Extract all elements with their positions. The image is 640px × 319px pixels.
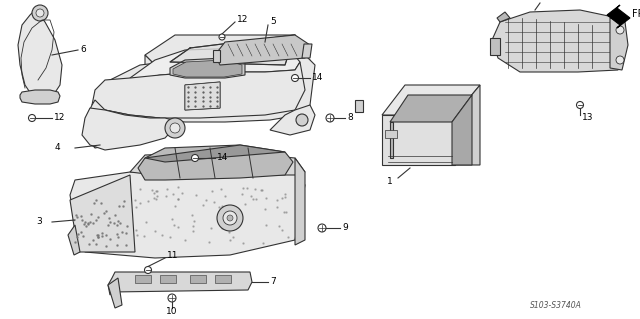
Text: 10: 10 (166, 308, 178, 316)
Polygon shape (70, 170, 305, 258)
Text: 14: 14 (312, 73, 323, 83)
Polygon shape (145, 145, 285, 162)
Polygon shape (452, 95, 472, 165)
Polygon shape (110, 55, 310, 115)
Polygon shape (138, 145, 293, 180)
Text: 11: 11 (167, 251, 179, 261)
Circle shape (145, 266, 152, 273)
Polygon shape (492, 10, 622, 72)
Text: 6: 6 (80, 46, 86, 55)
Text: 14: 14 (217, 153, 228, 162)
Polygon shape (108, 278, 122, 308)
Circle shape (170, 123, 180, 133)
Polygon shape (108, 272, 252, 295)
Polygon shape (82, 108, 180, 150)
Polygon shape (607, 5, 630, 28)
Polygon shape (92, 62, 305, 118)
Circle shape (577, 101, 584, 108)
Text: 5: 5 (270, 18, 276, 26)
Polygon shape (68, 225, 80, 255)
Polygon shape (490, 38, 500, 55)
Circle shape (223, 211, 237, 225)
Text: 3: 3 (36, 218, 42, 226)
Polygon shape (302, 44, 312, 58)
Circle shape (616, 56, 624, 64)
Polygon shape (390, 122, 393, 158)
Text: 4: 4 (54, 144, 60, 152)
Polygon shape (170, 58, 245, 78)
Polygon shape (213, 50, 220, 62)
Bar (135, 275, 151, 283)
Polygon shape (390, 95, 472, 122)
Text: 1: 1 (387, 176, 393, 186)
Circle shape (318, 224, 326, 232)
Polygon shape (145, 35, 305, 65)
Polygon shape (185, 82, 220, 110)
Circle shape (165, 118, 185, 138)
Polygon shape (170, 35, 295, 65)
Polygon shape (70, 175, 135, 252)
Text: 12: 12 (237, 16, 248, 25)
Text: S103-S3740A: S103-S3740A (530, 301, 582, 310)
Polygon shape (610, 18, 628, 70)
Circle shape (168, 294, 176, 302)
Polygon shape (382, 115, 455, 165)
Polygon shape (355, 100, 363, 112)
Circle shape (616, 26, 624, 34)
Bar (385, 130, 397, 138)
Polygon shape (185, 82, 220, 110)
Polygon shape (130, 152, 305, 175)
Text: 2: 2 (542, 0, 548, 2)
Circle shape (32, 5, 48, 21)
Polygon shape (145, 55, 305, 100)
Text: 9: 9 (342, 224, 348, 233)
Text: 13: 13 (582, 114, 593, 122)
Polygon shape (497, 12, 510, 22)
Circle shape (291, 75, 298, 81)
Circle shape (227, 215, 233, 221)
Circle shape (191, 154, 198, 161)
Circle shape (326, 114, 334, 122)
Circle shape (36, 9, 44, 17)
Text: 8: 8 (347, 114, 353, 122)
Bar (160, 275, 176, 283)
Bar (215, 275, 231, 283)
Text: 12: 12 (54, 114, 65, 122)
Text: 7: 7 (270, 278, 276, 286)
Polygon shape (95, 50, 315, 122)
Polygon shape (455, 85, 480, 165)
Circle shape (29, 115, 35, 122)
Polygon shape (18, 12, 62, 100)
Polygon shape (382, 85, 480, 115)
Polygon shape (173, 60, 242, 77)
Polygon shape (85, 100, 160, 148)
Polygon shape (295, 158, 305, 245)
Polygon shape (20, 90, 60, 104)
Text: FR.: FR. (632, 9, 640, 19)
Circle shape (217, 205, 243, 231)
Polygon shape (215, 35, 310, 65)
Polygon shape (130, 48, 300, 80)
Circle shape (296, 114, 308, 126)
Bar (190, 275, 206, 283)
Circle shape (219, 34, 225, 40)
Polygon shape (270, 105, 315, 135)
